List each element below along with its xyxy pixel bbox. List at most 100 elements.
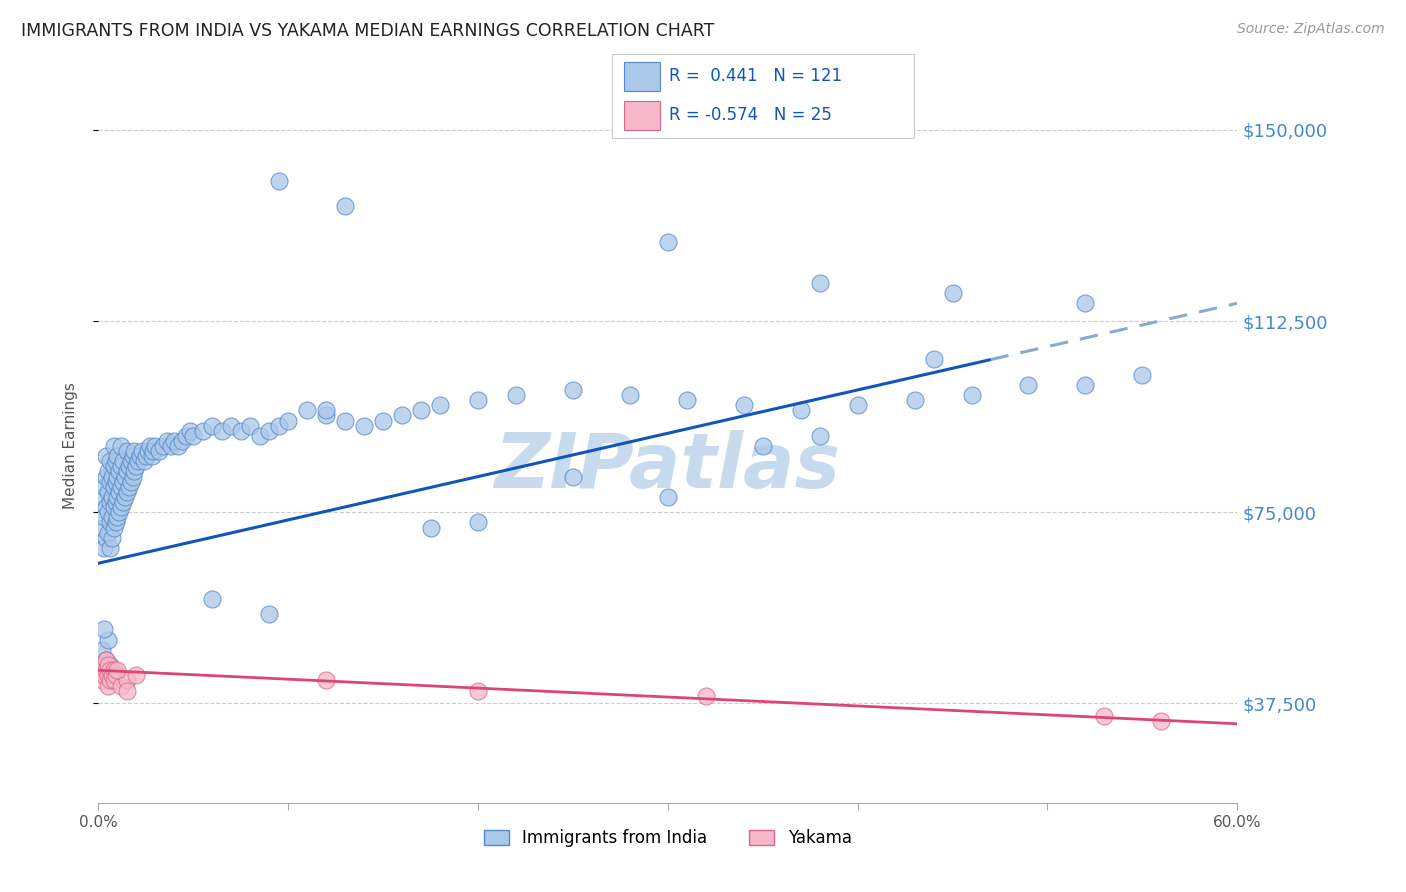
Point bbox=[315, 409, 337, 423]
Point bbox=[156, 434, 179, 448]
Point bbox=[120, 454, 142, 468]
Point bbox=[97, 668, 120, 682]
Point bbox=[619, 388, 641, 402]
Point bbox=[411, 403, 433, 417]
Point bbox=[221, 418, 243, 433]
Point bbox=[107, 490, 129, 504]
Point bbox=[120, 475, 142, 489]
Point bbox=[93, 658, 115, 673]
Point bbox=[467, 516, 489, 530]
Text: IMMIGRANTS FROM INDIA VS YAKAMA MEDIAN EARNINGS CORRELATION CHART: IMMIGRANTS FROM INDIA VS YAKAMA MEDIAN E… bbox=[21, 22, 714, 40]
Point bbox=[115, 484, 138, 499]
Point bbox=[110, 480, 132, 494]
Point bbox=[505, 388, 527, 402]
Point bbox=[267, 174, 290, 188]
Point bbox=[98, 454, 121, 468]
Point bbox=[104, 454, 127, 468]
Point bbox=[676, 393, 699, 408]
Point bbox=[94, 500, 117, 515]
Point bbox=[110, 439, 132, 453]
Point bbox=[191, 424, 214, 438]
Point bbox=[103, 439, 125, 453]
Point bbox=[104, 668, 127, 682]
Point bbox=[97, 465, 120, 479]
Point bbox=[229, 424, 252, 438]
Point bbox=[131, 444, 153, 458]
Point bbox=[94, 469, 117, 483]
Point bbox=[249, 429, 271, 443]
Bar bbox=[624, 101, 659, 130]
Point bbox=[100, 469, 122, 483]
Point bbox=[115, 444, 138, 458]
Point bbox=[98, 673, 121, 688]
Point bbox=[657, 235, 679, 249]
Point bbox=[110, 500, 132, 515]
Point bbox=[104, 475, 127, 489]
Point bbox=[112, 475, 135, 489]
Point bbox=[100, 673, 122, 688]
Point bbox=[695, 689, 717, 703]
Point bbox=[118, 459, 141, 474]
Point bbox=[93, 623, 115, 637]
Point bbox=[211, 424, 233, 438]
Point bbox=[121, 449, 143, 463]
Point bbox=[97, 668, 120, 682]
Point bbox=[100, 490, 122, 504]
Point bbox=[118, 480, 141, 494]
Point bbox=[115, 465, 138, 479]
Point bbox=[103, 500, 125, 515]
Point bbox=[1150, 714, 1173, 729]
Point bbox=[104, 516, 127, 530]
Point bbox=[467, 393, 489, 408]
Point bbox=[429, 398, 451, 412]
Point bbox=[391, 409, 413, 423]
Point bbox=[115, 673, 138, 688]
Text: R =  0.441   N = 121: R = 0.441 N = 121 bbox=[669, 68, 842, 86]
Point bbox=[315, 403, 337, 417]
Point bbox=[98, 658, 121, 673]
Point bbox=[371, 413, 394, 427]
Point bbox=[904, 393, 927, 408]
Point bbox=[145, 439, 167, 453]
Point bbox=[98, 663, 121, 677]
Point bbox=[148, 444, 170, 458]
Point bbox=[100, 531, 122, 545]
Point bbox=[201, 591, 224, 606]
Point bbox=[1074, 377, 1097, 392]
Point bbox=[1074, 296, 1097, 310]
Point bbox=[1094, 709, 1116, 723]
Point bbox=[97, 505, 120, 519]
Point bbox=[170, 434, 193, 448]
Point bbox=[103, 663, 125, 677]
Point bbox=[142, 444, 165, 458]
Point bbox=[114, 469, 136, 483]
Point bbox=[97, 632, 120, 647]
Point bbox=[657, 490, 679, 504]
Point bbox=[94, 653, 117, 667]
Point bbox=[259, 607, 281, 622]
Point bbox=[167, 439, 190, 453]
Point bbox=[922, 352, 945, 367]
Bar bbox=[624, 62, 659, 91]
Point bbox=[114, 490, 136, 504]
Point bbox=[97, 679, 120, 693]
Point bbox=[174, 429, 197, 443]
Point bbox=[112, 454, 135, 468]
Point bbox=[103, 673, 125, 688]
Point bbox=[136, 444, 159, 458]
Point bbox=[103, 459, 125, 474]
Point bbox=[353, 418, 375, 433]
Point bbox=[93, 480, 115, 494]
Point bbox=[127, 454, 149, 468]
Point bbox=[91, 520, 114, 534]
Point bbox=[124, 465, 146, 479]
Point bbox=[98, 475, 121, 489]
Point bbox=[121, 469, 143, 483]
Point bbox=[259, 424, 281, 438]
Point bbox=[107, 510, 129, 524]
Point bbox=[942, 286, 965, 301]
Text: Source: ZipAtlas.com: Source: ZipAtlas.com bbox=[1237, 22, 1385, 37]
Point bbox=[335, 413, 357, 427]
Point bbox=[1132, 368, 1154, 382]
Point bbox=[201, 418, 224, 433]
